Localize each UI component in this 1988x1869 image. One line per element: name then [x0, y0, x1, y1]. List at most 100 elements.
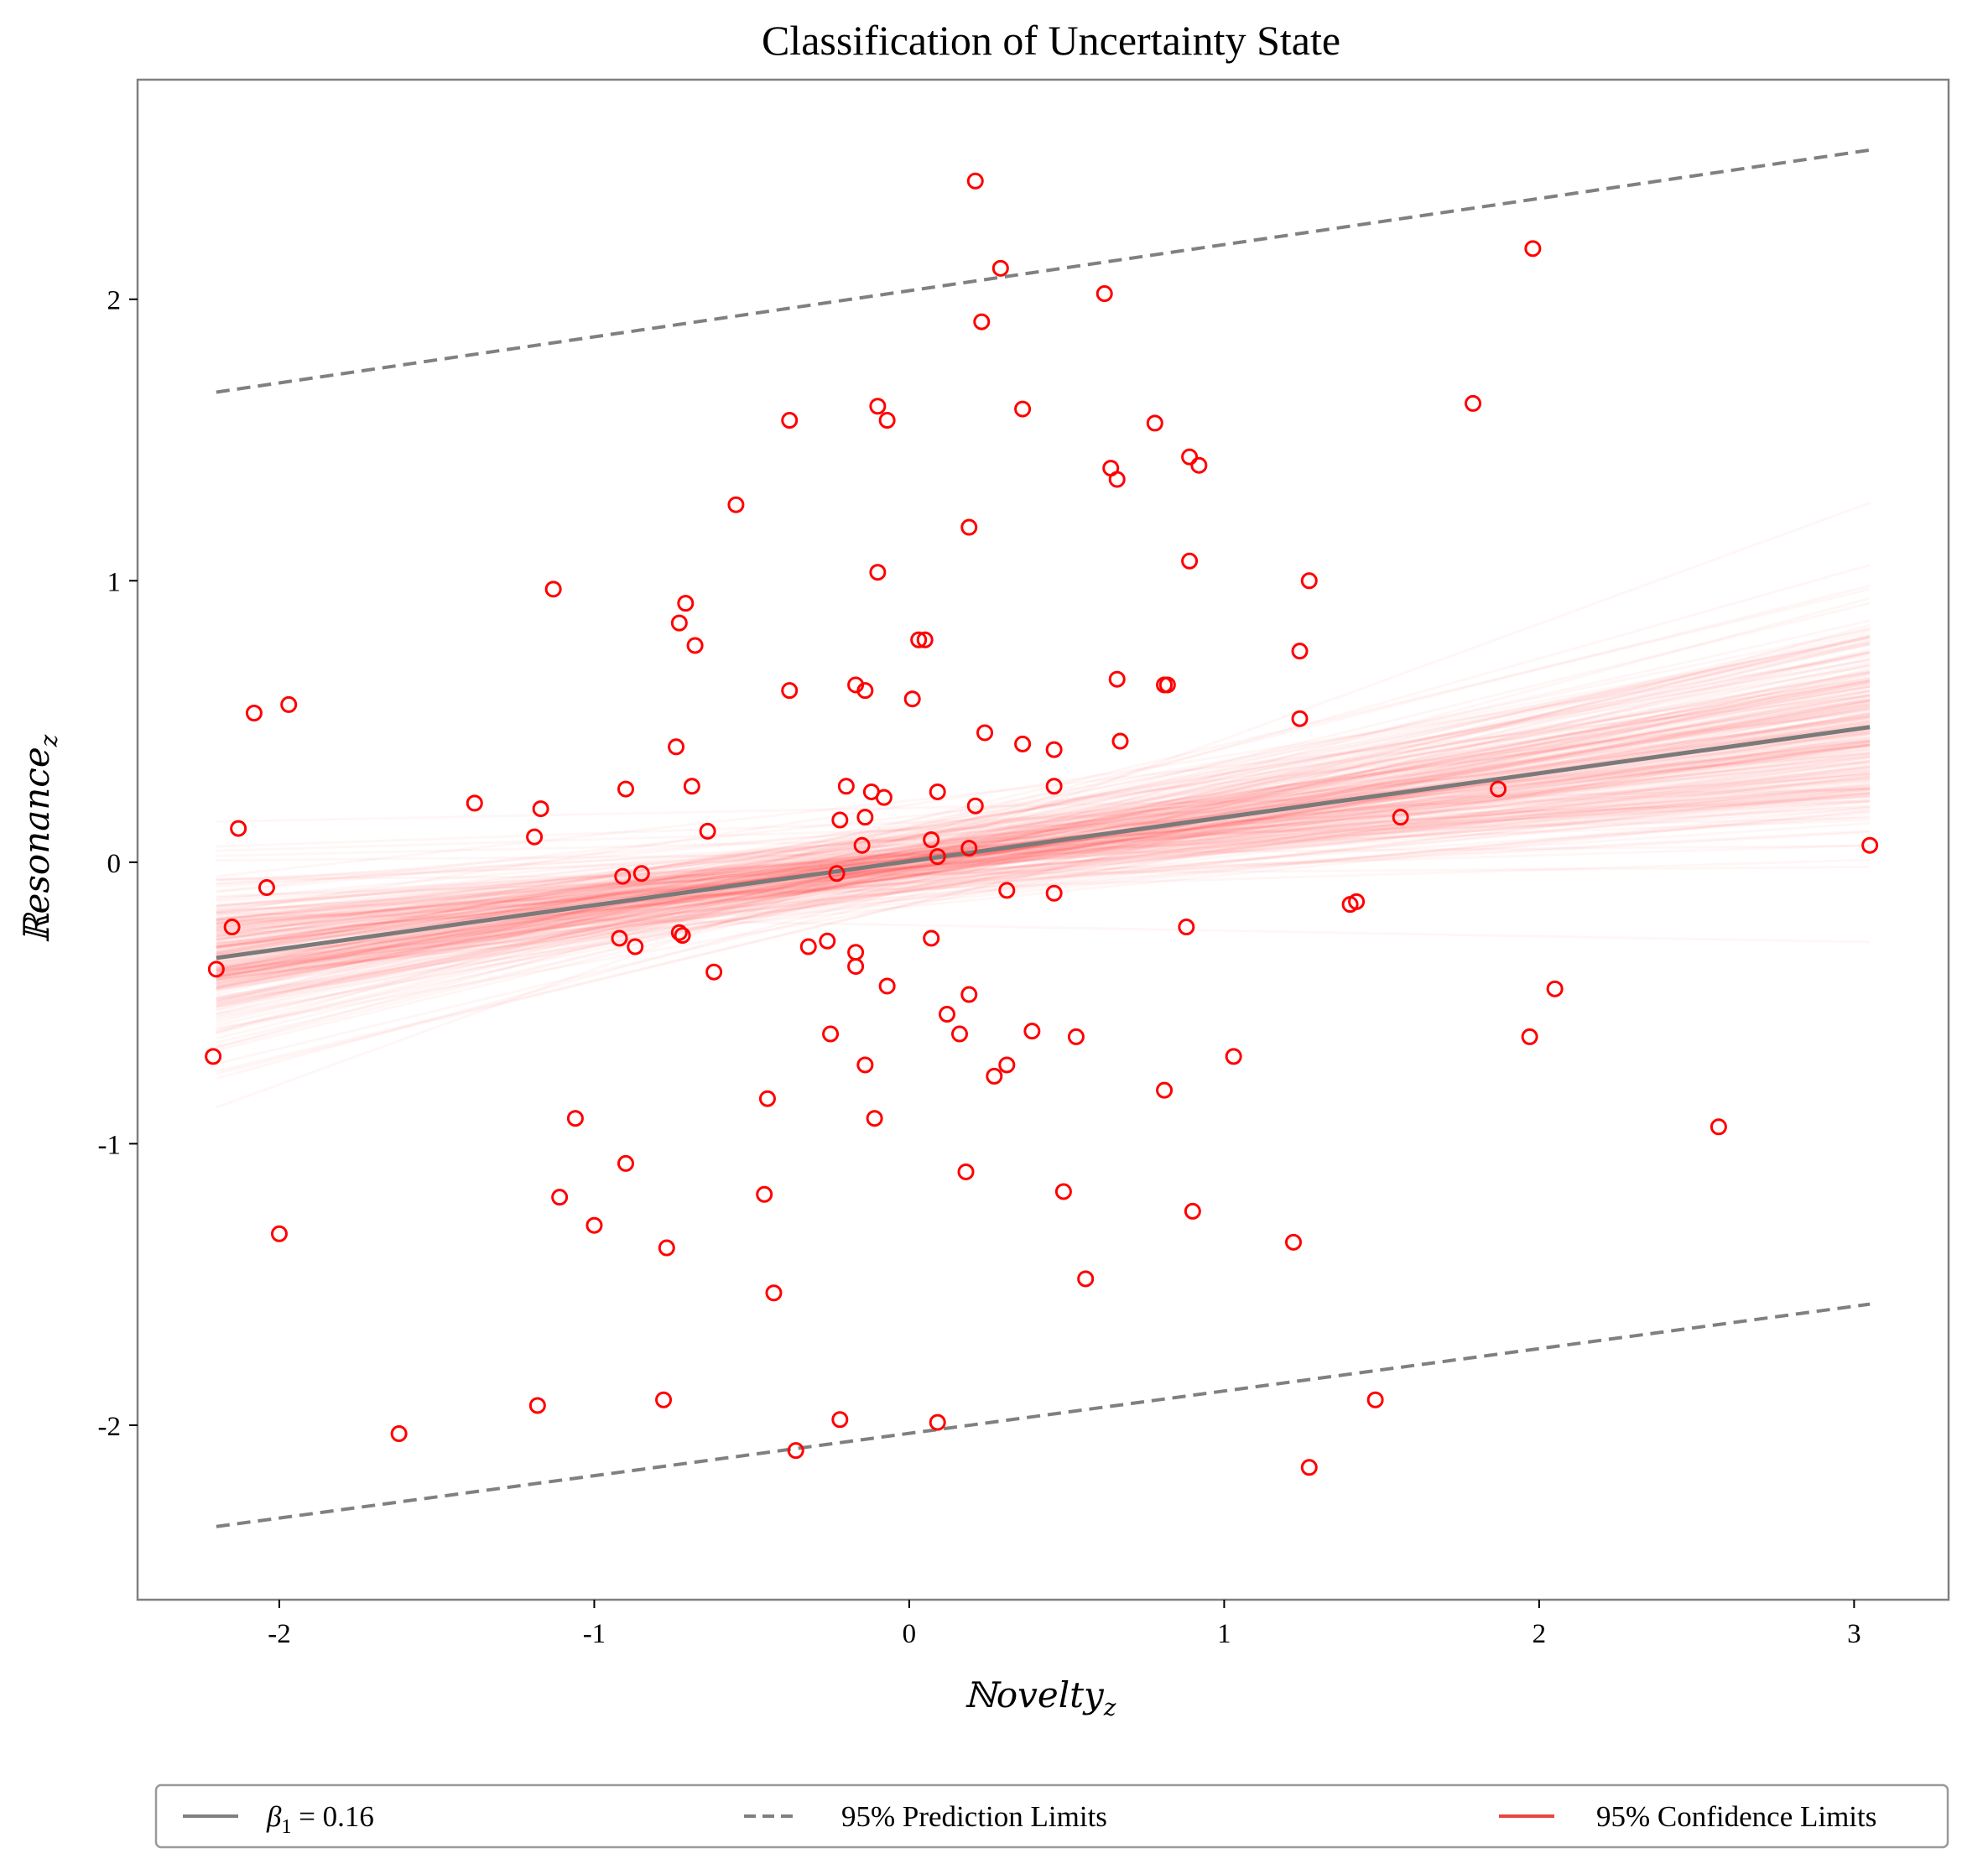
- data-point: [878, 977, 896, 995]
- data-point: [758, 1090, 776, 1107]
- data-point: [727, 496, 745, 513]
- data-point: [966, 797, 984, 815]
- scatter-points: [205, 172, 1879, 1476]
- data-point: [205, 1048, 222, 1065]
- data-point: [991, 259, 1009, 277]
- data-point: [658, 1239, 675, 1257]
- data-point: [950, 1025, 968, 1043]
- data-point: [270, 1225, 288, 1242]
- data-point: [1146, 414, 1163, 432]
- data-point: [532, 800, 549, 818]
- data-point: [781, 682, 799, 700]
- y-axis-ticks: -2 -1 0 1 2: [98, 286, 138, 1442]
- y-tick-label: 0: [107, 849, 122, 879]
- data-point: [1181, 552, 1199, 570]
- data-point: [617, 1154, 634, 1172]
- data-point: [617, 780, 634, 798]
- data-point: [960, 840, 978, 857]
- x-axis-label: ℕoveltyz: [964, 1674, 1116, 1721]
- data-point: [245, 705, 263, 721]
- data-point: [831, 811, 849, 829]
- data-point: [903, 690, 921, 708]
- data-point: [632, 865, 650, 882]
- legend-box: [154, 1783, 1949, 1849]
- data-point: [677, 595, 695, 612]
- data-point: [1285, 1233, 1303, 1251]
- x-tick-label: 2: [1533, 1619, 1547, 1649]
- data-point: [668, 738, 685, 756]
- data-point: [1710, 1118, 1727, 1136]
- data-point: [856, 809, 874, 826]
- data-point: [585, 1216, 603, 1234]
- data-point: [765, 1284, 783, 1302]
- data-point: [1045, 778, 1063, 795]
- data-point: [875, 789, 893, 806]
- data-point: [916, 631, 934, 648]
- data-point: [1291, 643, 1309, 660]
- data-point: [1348, 893, 1366, 910]
- data-point: [923, 831, 940, 848]
- data-point: [1014, 400, 1032, 418]
- y-tick-label: -1: [98, 1130, 122, 1160]
- data-point: [1490, 780, 1507, 798]
- data-point: [1465, 394, 1482, 412]
- data-point: [526, 828, 544, 846]
- data-point: [1045, 884, 1063, 902]
- y-axis-label: ℝesonancez: [16, 734, 63, 943]
- x-tick-label: 0: [903, 1619, 917, 1649]
- data-point: [258, 879, 275, 897]
- data-point: [1077, 1270, 1095, 1288]
- y-tick-label: 1: [107, 567, 122, 597]
- data-point: [866, 1110, 883, 1127]
- data-point: [831, 1411, 849, 1429]
- data-point: [627, 938, 644, 955]
- data-point: [1158, 676, 1176, 694]
- data-point: [670, 924, 688, 941]
- data-point: [847, 958, 865, 975]
- data-point: [655, 1391, 673, 1408]
- data-point: [960, 986, 978, 1003]
- data-point: [1225, 1048, 1242, 1065]
- legend-confidence-label: 95% Confidence Limits: [1596, 1800, 1876, 1833]
- data-point: [1300, 1459, 1318, 1476]
- data-point: [957, 1163, 975, 1180]
- plot-frame: [136, 78, 1950, 1601]
- data-point: [976, 724, 994, 742]
- data-point: [1108, 471, 1126, 488]
- data-point: [207, 961, 225, 978]
- data-point: [1023, 1023, 1041, 1040]
- data-point: [819, 932, 836, 950]
- data-point: [1054, 1183, 1072, 1200]
- data-point: [910, 631, 928, 648]
- prediction-lower-line: [216, 1302, 1871, 1528]
- data-point: [756, 1185, 773, 1203]
- fit-line: [216, 725, 1871, 961]
- data-point: [223, 919, 241, 936]
- data-point: [923, 929, 940, 947]
- legend-fit-label: β1 = 0.16: [266, 1800, 374, 1838]
- data-point: [960, 518, 978, 536]
- data-point: [1181, 448, 1199, 466]
- data-point: [929, 783, 946, 800]
- y-axis-label-sub: z: [35, 734, 63, 747]
- data-point: [705, 963, 723, 981]
- data-point: [998, 882, 1016, 899]
- data-point: [1045, 741, 1063, 758]
- legend-prediction-label: 95% Prediction Limits: [841, 1800, 1107, 1833]
- data-point: [551, 1189, 569, 1206]
- chart-title: Classification of Uncertainty State: [762, 17, 1340, 64]
- data-point: [1095, 285, 1113, 303]
- data-point: [822, 1025, 840, 1043]
- data-point: [280, 695, 298, 713]
- data-point: [1108, 670, 1126, 688]
- y-tick-label: -2: [98, 1412, 122, 1442]
- data-point: [1861, 836, 1879, 854]
- data-point: [966, 172, 984, 190]
- data-point: [828, 865, 846, 882]
- data-point: [466, 794, 483, 812]
- data-point: [674, 927, 691, 945]
- data-point: [1524, 240, 1542, 258]
- data-point: [1546, 980, 1564, 997]
- data-point: [837, 778, 855, 795]
